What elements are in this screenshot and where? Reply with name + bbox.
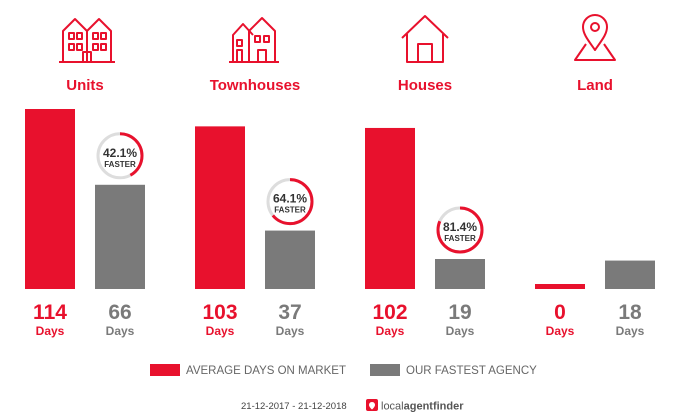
value-agency-townhouses: 37	[278, 301, 301, 324]
legend-label-agency: OUR FASTEST AGENCY	[406, 365, 537, 377]
faster-badge-word: FASTER	[444, 234, 476, 243]
date-range: 21-12-2017 - 21-12-2018	[241, 401, 347, 412]
value-agency-land: 18	[618, 301, 642, 324]
value-unit-agency-townhouses: Days	[276, 324, 305, 338]
bar-agency-units	[95, 184, 145, 289]
value-unit-agency-units: Days	[106, 324, 135, 338]
value-avg-units: 114	[33, 301, 67, 324]
brand-logo-glyph	[369, 402, 375, 410]
bar-avg-land	[535, 284, 585, 289]
townhouses-icon	[229, 17, 279, 63]
value-unit-avg-units: Days	[36, 324, 65, 338]
legend-swatch-agency	[370, 364, 400, 376]
bar-avg-units	[25, 109, 75, 289]
category-label-land: Land	[577, 77, 613, 94]
faster-badge-percent: 64.1%	[273, 192, 307, 206]
brand-logo-text: localagentfinder	[381, 401, 464, 413]
faster-badge-progress	[96, 132, 144, 180]
value-avg-townhouses: 103	[202, 301, 237, 324]
bar-avg-houses	[365, 127, 415, 290]
faster-badge-word: FASTER	[104, 160, 136, 169]
value-unit-avg-land: Days	[546, 324, 575, 338]
faster-badge-percent: 42.1%	[103, 146, 137, 160]
category-label-units: Units	[66, 77, 104, 94]
faster-badge-progress	[266, 178, 314, 226]
legend: AVERAGE DAYS ON MARKET OUR FASTEST AGENC…	[150, 364, 537, 377]
value-agency-units: 66	[108, 301, 131, 324]
value-unit-avg-townhouses: Days	[206, 324, 235, 338]
value-unit-agency-houses: Days	[446, 324, 475, 338]
value-agency-houses: 19	[448, 301, 471, 324]
value-avg-houses: 102	[372, 301, 407, 324]
value-unit-agency-land: Days	[616, 324, 645, 338]
faster-badge-houses: 81.4%FASTER	[436, 206, 484, 254]
category-label-townhouses: Townhouses	[210, 77, 301, 94]
legend-label-avg: AVERAGE DAYS ON MARKET	[186, 365, 346, 377]
value-avg-land: 0	[554, 301, 566, 324]
bar-agency-houses	[435, 259, 485, 289]
units-icon	[59, 18, 115, 63]
brand-prefix: local	[381, 401, 404, 413]
legend-swatch-avg	[150, 364, 180, 376]
bar-agency-townhouses	[265, 230, 315, 289]
value-unit-avg-houses: Days	[376, 324, 405, 338]
faster-badge-progress	[436, 206, 484, 254]
faster-badge-units: 42.1%FASTER	[96, 132, 144, 180]
category-label-houses: Houses	[398, 77, 452, 94]
bar-avg-townhouses	[195, 126, 245, 289]
land-icon	[574, 14, 616, 61]
faster-badge-townhouses: 64.1%FASTER	[266, 178, 314, 226]
faster-badge-word: FASTER	[274, 206, 306, 215]
brand-logo: localagentfinder	[366, 399, 464, 413]
bar-agency-land	[605, 260, 655, 289]
houses-icon	[401, 15, 449, 63]
faster-badge-percent: 81.4%	[443, 220, 477, 234]
footer: 21-12-2017 - 21-12-2018 localagentfinder	[241, 399, 464, 413]
brand-main: agentfinder	[404, 401, 465, 413]
